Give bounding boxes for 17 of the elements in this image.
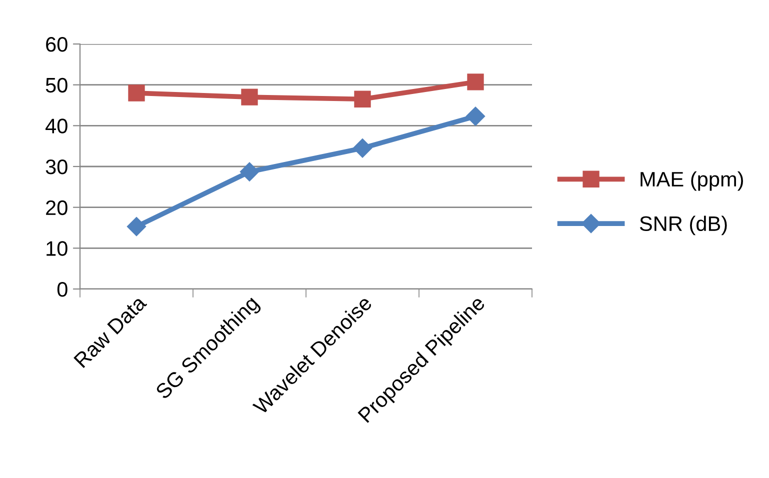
point	[354, 90, 371, 108]
y-tick-label: 50	[46, 78, 68, 93]
point	[241, 88, 258, 106]
y-tick-label: 20	[46, 200, 68, 216]
y-tick-label: 40	[46, 118, 68, 134]
point	[126, 216, 146, 236]
y-tick-label: 0	[57, 282, 68, 297]
legend-label: SNR (dB)	[640, 216, 727, 236]
y-tick-label: 60	[46, 37, 68, 52]
point	[240, 162, 260, 182]
point	[467, 74, 484, 90]
y-tick-label: 30	[46, 160, 68, 174]
point	[352, 138, 372, 158]
legend-label: MAE (ppm)	[640, 171, 743, 191]
point	[128, 84, 145, 102]
point	[466, 106, 486, 126]
y-tick-label: 10	[46, 241, 68, 256]
